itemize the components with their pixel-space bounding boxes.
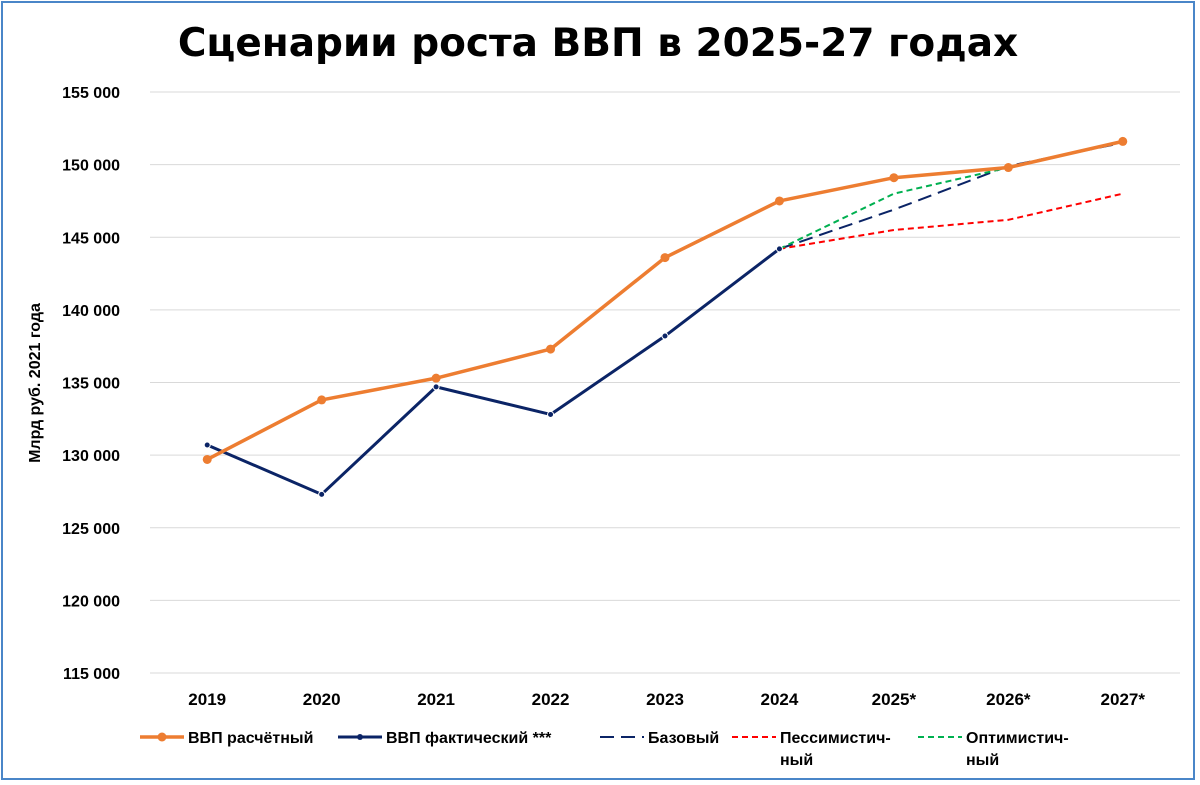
legend-item: Базовый	[600, 730, 719, 747]
series-2	[779, 141, 1123, 250]
y-tick-label: 140 000	[62, 303, 120, 320]
y-axis-ticks: 115 000 120 000 125 000 130 000 135 000 140 0…	[62, 85, 120, 683]
data-point	[318, 490, 326, 498]
data-point	[1118, 136, 1128, 146]
data-point	[774, 196, 784, 206]
x-tick-label: 2027*	[1101, 690, 1146, 709]
x-tick-label: 2020	[303, 690, 341, 709]
data-point	[203, 441, 211, 449]
x-tick-label: 2019	[188, 690, 226, 709]
series-4	[779, 140, 1124, 250]
x-tick-label: 2026*	[986, 690, 1031, 709]
data-point	[775, 245, 783, 253]
x-tick-label: 2024	[761, 690, 799, 709]
series-lines	[202, 136, 1128, 498]
data-point	[547, 410, 555, 418]
legend-marker	[157, 732, 167, 742]
legend-label: ВВП фактический ***	[386, 730, 552, 747]
series-line	[779, 192, 1124, 250]
legend-label: ный	[780, 752, 813, 769]
series-0	[202, 136, 1128, 464]
series-line	[779, 140, 1124, 250]
y-tick-label: 130 000	[62, 448, 120, 465]
y-tick-label: 125 000	[62, 521, 120, 538]
y-tick-label: 155 000	[62, 85, 120, 102]
data-point	[660, 253, 670, 263]
data-point	[431, 373, 441, 383]
series-line	[205, 139, 1125, 462]
x-tick-label: 2023	[646, 690, 684, 709]
legend-item: ВВП расчётный	[140, 730, 313, 747]
data-point	[661, 332, 669, 340]
data-point	[202, 454, 212, 464]
series-3	[779, 192, 1124, 250]
series-line	[779, 141, 1123, 250]
legend-label: ВВП расчётный	[188, 730, 313, 747]
series-1	[203, 245, 783, 498]
series-line	[205, 247, 781, 496]
chart-title: Сценарии роста ВВП в 2025-27 годах	[178, 21, 1018, 66]
x-axis-ticks: 2019 2020 2021 2022 2023 2024 2025* 2026* 2027*	[188, 690, 1145, 709]
legend-item: Пессимистич-ный	[732, 730, 891, 769]
legend-marker	[357, 734, 363, 740]
y-tick-label: 145 000	[62, 230, 120, 247]
data-point	[317, 395, 327, 405]
data-point	[432, 383, 440, 391]
legend-label: ный	[966, 752, 999, 769]
legend-label: Оптимистич-	[966, 730, 1069, 747]
legend: ВВП расчётный ВВП фактический *** Базовый П…	[140, 730, 1069, 769]
x-tick-label: 2022	[532, 690, 570, 709]
legend-label: Базовый	[648, 730, 719, 747]
legend-item: Оптимистич-ный	[918, 730, 1069, 769]
gridlines	[150, 91, 1180, 674]
x-tick-label: 2021	[417, 690, 455, 709]
y-tick-label: 135 000	[62, 376, 120, 393]
data-point	[889, 173, 899, 183]
legend-item: ВВП фактический ***	[338, 730, 552, 747]
legend-label: Пессимистич-	[780, 730, 891, 747]
data-point	[546, 344, 556, 354]
y-tick-label: 115 000	[63, 666, 120, 683]
y-axis-label: Млрд руб. 2021 года	[27, 303, 44, 463]
y-tick-label: 150 000	[62, 158, 120, 175]
x-tick-label: 2025*	[872, 690, 917, 709]
data-point	[1003, 163, 1013, 173]
y-tick-label: 120 000	[62, 593, 120, 610]
